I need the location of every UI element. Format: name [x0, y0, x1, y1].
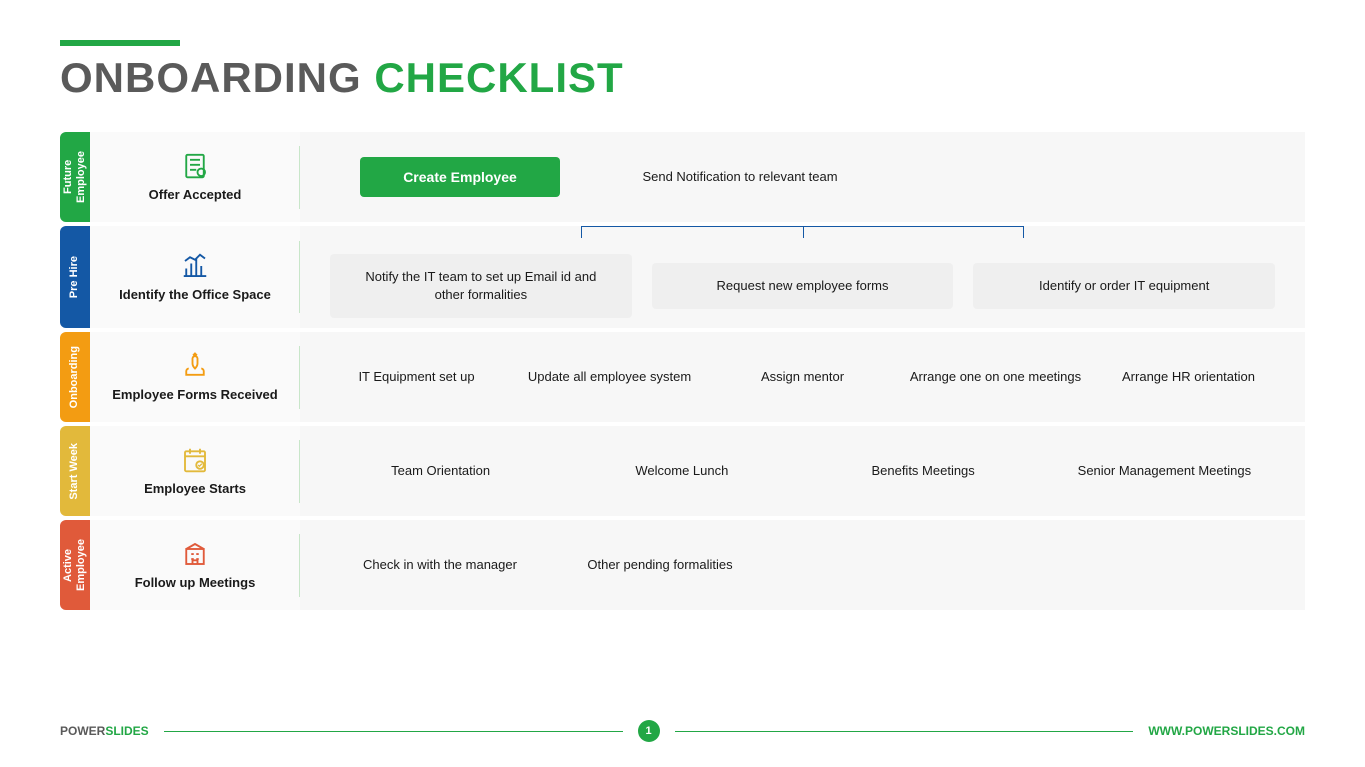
brand-part1: POWER: [60, 724, 105, 738]
building-icon: [180, 539, 210, 569]
hands-icon: [180, 351, 210, 381]
task-senior-mgmt: Senior Management Meetings: [1054, 462, 1275, 480]
row-pre-hire: Pre Hire Identify the Office Space Notif…: [60, 226, 1305, 328]
task-it-equipment: Identify or order IT equipment: [973, 263, 1275, 309]
task-pending: Other pending formalities: [580, 556, 740, 574]
task-it-setup: IT Equipment set up: [330, 368, 503, 386]
tasks-row3: IT Equipment set up Update all employee …: [300, 332, 1305, 422]
task-hr-orientation: Arrange HR orientation: [1102, 368, 1275, 386]
tasks-row4: Team Orientation Welcome Lunch Benefits …: [300, 426, 1305, 516]
task-notify-it: Notify the IT team to set up Email id an…: [330, 254, 632, 318]
task-assign-mentor: Assign mentor: [716, 368, 889, 386]
task-benefits: Benefits Meetings: [813, 462, 1034, 480]
task-team-orientation: Team Orientation: [330, 462, 551, 480]
milestone-follow-up: Follow up Meetings: [90, 520, 300, 610]
footer-url: WWW.POWERSLIDES.COM: [1148, 724, 1305, 738]
tab-pre-hire: Pre Hire: [60, 226, 90, 328]
title-part2: CHECKLIST: [374, 54, 623, 101]
row-onboarding: Onboarding Employee Forms Received IT Eq…: [60, 332, 1305, 422]
brand-part2: SLIDES: [105, 724, 148, 738]
chart-icon: [180, 251, 210, 281]
milestone-office-space: Identify the Office Space: [90, 226, 300, 328]
page-number-badge: 1: [638, 720, 660, 742]
milestone-text: Follow up Meetings: [135, 575, 256, 592]
page-title: ONBOARDING CHECKLIST: [60, 54, 1305, 102]
milestone-text: Identify the Office Space: [119, 287, 271, 304]
tab-label: Active Employee: [62, 539, 88, 591]
tab-future-employee: Future Employee: [60, 132, 90, 222]
task-welcome-lunch: Welcome Lunch: [571, 462, 792, 480]
milestone-text: Offer Accepted: [149, 187, 242, 204]
connector-lines: [360, 226, 1244, 244]
milestone-forms-received: Employee Forms Received: [90, 332, 300, 422]
row-start-week: Start Week Employee Starts Team Orientat…: [60, 426, 1305, 516]
tasks-row5: Check in with the manager Other pending …: [300, 520, 1305, 610]
tab-label: Future Employee: [62, 151, 88, 203]
tasks-row1: Create Employee Send Notification to rel…: [300, 132, 1305, 222]
calendar-icon: [180, 445, 210, 475]
document-icon: [180, 151, 210, 181]
footer-line-right: [675, 731, 1134, 732]
tasks-row2: Notify the IT team to set up Email id an…: [300, 226, 1305, 328]
milestone-text: Employee Starts: [144, 481, 246, 498]
row-future-employee: Future Employee Offer Accepted Create Em…: [60, 132, 1305, 222]
tab-label: Start Week: [68, 443, 81, 500]
tab-onboarding: Onboarding: [60, 332, 90, 422]
tab-label: Onboarding: [68, 346, 81, 408]
tab-label: Pre Hire: [68, 256, 81, 298]
footer: POWERSLIDES 1 WWW.POWERSLIDES.COM: [60, 720, 1305, 742]
task-one-on-one: Arrange one on one meetings: [909, 368, 1082, 386]
title-part1: ONBOARDING: [60, 54, 374, 101]
create-employee-button[interactable]: Create Employee: [360, 157, 560, 197]
milestone-employee-starts: Employee Starts: [90, 426, 300, 516]
task-notify: Send Notification to relevant team: [640, 168, 840, 186]
tab-active-employee: Active Employee: [60, 520, 90, 610]
footer-brand: POWERSLIDES: [60, 724, 149, 738]
title-accent-bar: [60, 40, 180, 46]
task-update-system: Update all employee system: [523, 368, 696, 386]
milestone-offer-accepted: Offer Accepted: [90, 132, 300, 222]
task-request-forms: Request new employee forms: [652, 263, 954, 309]
tab-start-week: Start Week: [60, 426, 90, 516]
row-active-employee: Active Employee Follow up Meetings Check…: [60, 520, 1305, 610]
task-checkin: Check in with the manager: [360, 556, 520, 574]
slide-container: ONBOARDING CHECKLIST Future Employee Off…: [0, 0, 1365, 610]
footer-line-left: [164, 731, 623, 732]
milestone-text: Employee Forms Received: [112, 387, 277, 404]
